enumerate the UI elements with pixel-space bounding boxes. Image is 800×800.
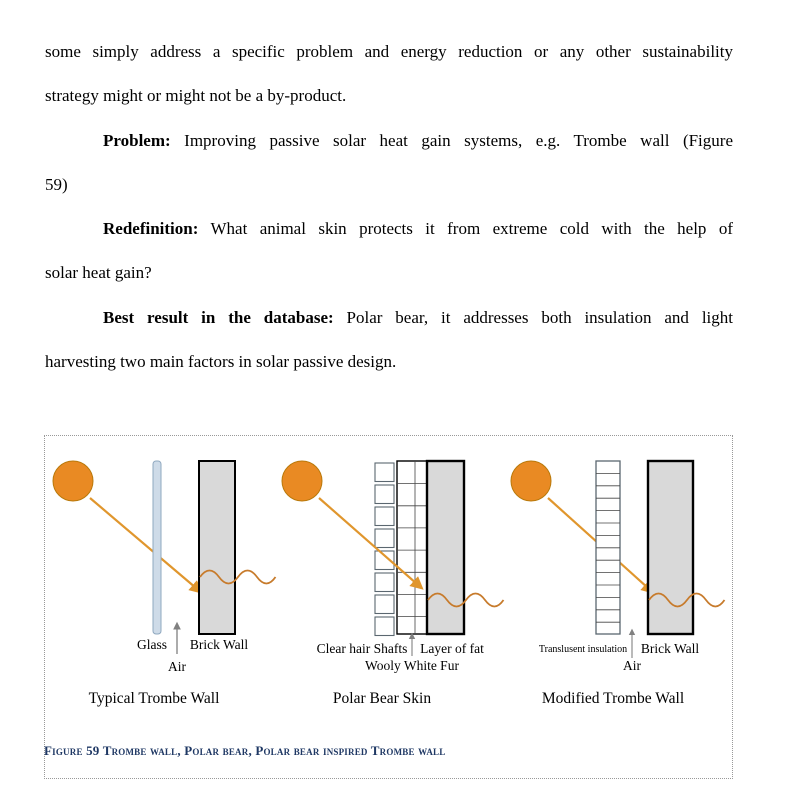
svg-text:Air: Air	[168, 659, 187, 674]
svg-text:Brick Wall: Brick Wall	[190, 637, 249, 652]
svg-text:Air: Air	[623, 658, 642, 673]
svg-text:Brick Wall: Brick Wall	[641, 641, 700, 656]
svg-text:Typical Trombe Wall: Typical Trombe Wall	[89, 690, 220, 707]
svg-text:Translusent insulation: Translusent insulation	[539, 644, 627, 655]
svg-text:Modified Trombe Wall: Modified Trombe Wall	[542, 690, 684, 707]
svg-text:Layer of fat: Layer of fat	[420, 641, 484, 656]
svg-text:Clear hair Shafts: Clear hair Shafts	[317, 641, 408, 656]
svg-text:Glass: Glass	[137, 637, 167, 652]
svg-text:Polar Bear Skin: Polar Bear Skin	[333, 690, 431, 707]
svg-text:Wooly White Fur: Wooly White Fur	[365, 658, 459, 673]
